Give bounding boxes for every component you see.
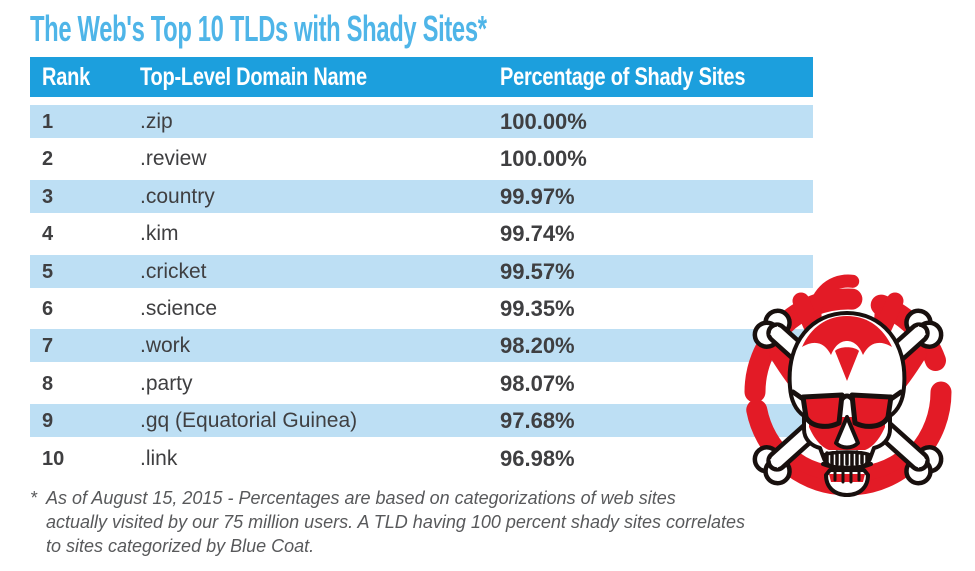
rank-cell: 8 [42, 372, 54, 395]
table-row: 5 .cricket 99.57% [30, 254, 813, 288]
tld-cell: .science [140, 296, 218, 320]
tld-cell: .work [140, 334, 191, 358]
page-title: The Web's Top 10 TLDs with Shady Sites* [30, 8, 487, 49]
rank-cell: 6 [42, 297, 54, 320]
pct-cell: 100.00% [500, 109, 587, 134]
tld-cell: .party [140, 371, 193, 395]
header-tld: Top-Level Domain Name [140, 63, 367, 91]
tld-table: Rank Top-Level Domain Name Percentage of… [30, 57, 813, 475]
table-row: 10 .link 96.98% [30, 441, 813, 475]
pct-cell: 100.00% [500, 146, 587, 172]
pct-cell: 98.20% [500, 333, 575, 359]
rank-cell: 2 [42, 148, 54, 171]
table-row: 1 .zip 100.00% [30, 105, 813, 138]
tld-cell: .kim [140, 222, 179, 246]
table-row: 4 .kim 99.74% [30, 217, 813, 251]
tld-cell: .gq (Equatorial Guinea) [140, 409, 358, 433]
rank-cell: 4 [42, 223, 54, 246]
tld-cell: .link [140, 446, 178, 470]
footnote-asterisk: * [30, 488, 38, 508]
pct-cell: 97.68% [500, 408, 575, 434]
table-row: 9 .gq (Equatorial Guinea) 97.68% [30, 404, 813, 438]
header-pct: Percentage of Shady Sites [500, 63, 746, 91]
table-row: 3 .country 99.97% [30, 179, 813, 213]
table-body: 1 .zip 100.00% 2 .review 100.00% 3 .coun… [30, 105, 813, 479]
footnote-line: to sites categorized by Blue Coat. [46, 536, 315, 556]
pct-cell: 98.07% [500, 370, 575, 396]
rank-cell: 7 [42, 335, 54, 358]
footnote: * As of August 15, 2015 - Percentages ar… [30, 486, 806, 558]
table-row: 8 .party 98.07% [30, 366, 813, 400]
table-row: 6 .science 99.35% [30, 291, 813, 325]
skull-crossbones-globe-icon [744, 274, 952, 497]
tld-cell: .country [140, 184, 215, 208]
rank-cell: 3 [42, 185, 54, 208]
pct-cell: 99.57% [500, 258, 575, 284]
rank-cell: 5 [42, 260, 54, 283]
footnote-line: As of August 15, 2015 - Percentages are … [46, 488, 676, 508]
tld-cell: .review [140, 147, 207, 171]
rank-cell: 10 [42, 447, 65, 470]
header-rank: Rank [42, 63, 90, 91]
tld-cell: .zip [140, 110, 173, 133]
rank-cell: 1 [42, 111, 54, 133]
pct-cell: 99.74% [500, 221, 575, 247]
table-header-row: Rank Top-Level Domain Name Percentage of… [30, 57, 813, 97]
tld-cell: .cricket [140, 259, 207, 283]
skull-icon [787, 311, 907, 497]
pct-cell: 99.35% [500, 295, 575, 321]
table-row: 7 .work 98.20% [30, 329, 813, 363]
footnote-line: actually visited by our 75 million users… [46, 512, 746, 532]
table-row: 2 .review 100.00% [30, 142, 813, 176]
rank-cell: 9 [42, 410, 54, 433]
pct-cell: 96.98% [500, 445, 575, 471]
pct-cell: 99.97% [500, 183, 575, 209]
